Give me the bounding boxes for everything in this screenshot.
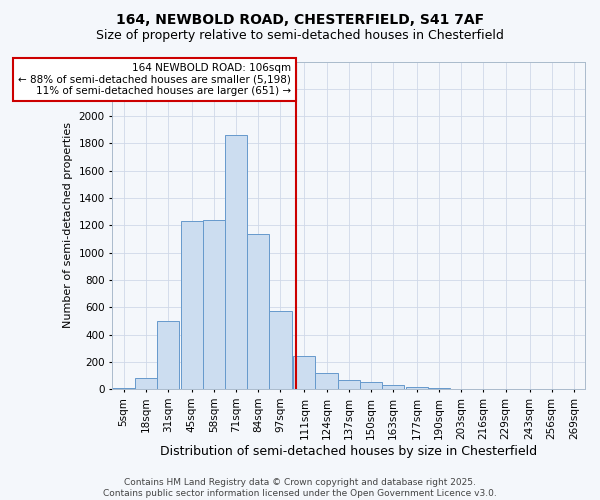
Text: Contains HM Land Registry data © Crown copyright and database right 2025.
Contai: Contains HM Land Registry data © Crown c… [103, 478, 497, 498]
Bar [247, 234, 269, 389]
Bar [428, 388, 450, 389]
Bar [112, 388, 134, 389]
X-axis label: Distribution of semi-detached houses by size in Chesterfield: Distribution of semi-detached houses by … [160, 444, 537, 458]
Bar [203, 220, 225, 389]
Bar [382, 385, 404, 389]
Y-axis label: Number of semi-detached properties: Number of semi-detached properties [63, 122, 73, 328]
Bar [293, 356, 316, 389]
Bar [157, 321, 179, 389]
Text: Size of property relative to semi-detached houses in Chesterfield: Size of property relative to semi-detach… [96, 29, 504, 42]
Bar [225, 135, 247, 389]
Bar [134, 378, 157, 389]
Text: 164, NEWBOLD ROAD, CHESTERFIELD, S41 7AF: 164, NEWBOLD ROAD, CHESTERFIELD, S41 7AF [116, 12, 484, 26]
Bar [406, 387, 428, 389]
Bar [338, 380, 360, 389]
Bar [181, 221, 203, 389]
Bar [269, 310, 292, 389]
Text: 164 NEWBOLD ROAD: 106sqm
← 88% of semi-detached houses are smaller (5,198)
11% o: 164 NEWBOLD ROAD: 106sqm ← 88% of semi-d… [18, 63, 291, 96]
Bar [360, 382, 382, 389]
Bar [316, 373, 338, 389]
